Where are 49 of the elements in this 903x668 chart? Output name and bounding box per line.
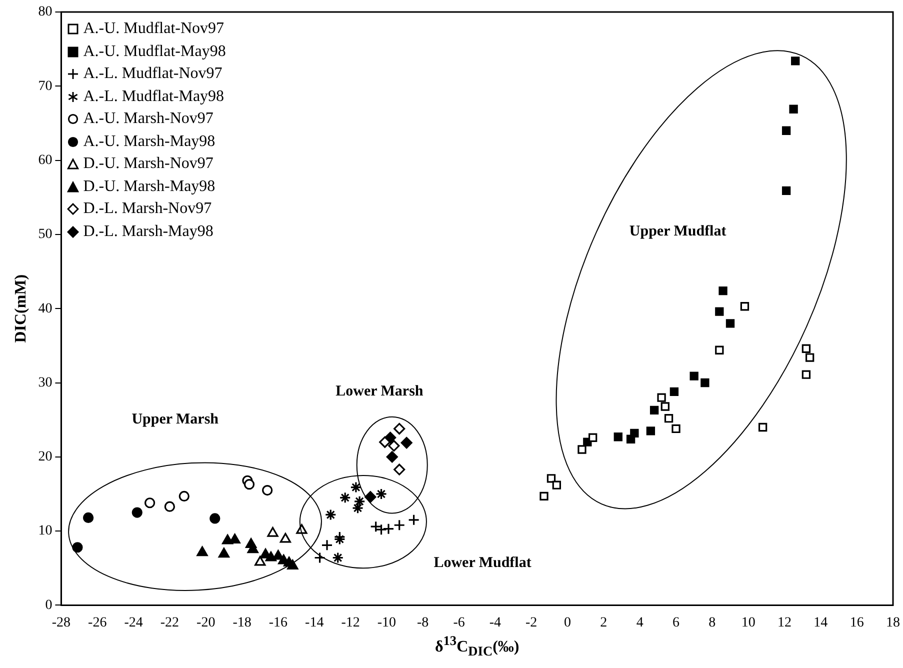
x-tick-label: -10 bbox=[377, 615, 396, 630]
x-tick-label: -18 bbox=[232, 615, 252, 630]
x-tick-label: -24 bbox=[124, 615, 143, 630]
x-tick-label: -28 bbox=[52, 615, 71, 630]
x-tick-label: 6 bbox=[672, 615, 680, 630]
x-tick-label: -20 bbox=[196, 615, 216, 630]
annotation: Lower Mudflat bbox=[434, 554, 532, 571]
y-tick-label: 80 bbox=[38, 4, 52, 20]
x-tick-label: -22 bbox=[160, 615, 180, 630]
legend-label: D.-L. Marsh-May98 bbox=[83, 222, 214, 242]
x-tick-label: -8 bbox=[417, 615, 429, 630]
legend-label: A.-U. Mudflat-May98 bbox=[83, 42, 226, 62]
x-tick-label: 18 bbox=[886, 615, 900, 630]
legend-label: A.-L. Mudflat-Nov97 bbox=[83, 64, 222, 84]
x-tick-label: 10 bbox=[741, 615, 756, 630]
y-tick-label: 0 bbox=[45, 598, 52, 613]
legend-label: D.-U. Marsh-Nov97 bbox=[83, 154, 214, 174]
legend-label: A.-L. Mudflat-May98 bbox=[83, 86, 224, 106]
x-tick-label: 8 bbox=[708, 615, 716, 630]
x-tick-label: -2 bbox=[526, 615, 538, 630]
x-tick-label: 2 bbox=[600, 615, 608, 630]
x-tick-label: -12 bbox=[341, 615, 360, 630]
legend-label: A.-U. Marsh-Nov97 bbox=[83, 109, 214, 129]
y-axis-title: DIC(mM) bbox=[12, 274, 30, 343]
legend-label: A.-U. Marsh-May98 bbox=[83, 132, 216, 152]
x-tick-label: 12 bbox=[778, 615, 792, 630]
y-tick-label: 70 bbox=[38, 78, 52, 94]
x-tick-label: -4 bbox=[489, 615, 502, 630]
x-tick-label: 16 bbox=[850, 615, 864, 630]
x-tick-label: 4 bbox=[636, 615, 644, 630]
x-tick-label: -26 bbox=[88, 615, 107, 630]
y-tick-label: 40 bbox=[38, 301, 52, 316]
y-tick-label: 30 bbox=[38, 375, 52, 390]
y-tick-label: 60 bbox=[38, 152, 52, 168]
x-tick-label: -16 bbox=[268, 615, 288, 630]
x-tick-label: 14 bbox=[814, 615, 828, 630]
x-tick-label: 0 bbox=[564, 615, 572, 630]
x-tick-label: -6 bbox=[453, 615, 465, 630]
y-tick-label: 10 bbox=[38, 524, 52, 539]
annotation: Upper Marsh bbox=[132, 412, 220, 428]
legend-label: D.-L. Marsh-Nov97 bbox=[83, 199, 212, 219]
legend-label: A.-U. Mudflat-Nov97 bbox=[83, 19, 224, 39]
annotation: Lower Marsh bbox=[336, 384, 424, 400]
x-tick-label: -14 bbox=[305, 615, 324, 630]
annotation: Upper Mudflat bbox=[629, 223, 726, 240]
y-tick-label: 50 bbox=[38, 227, 52, 242]
x-axis-title: δ$^{13}$C$_{DIC}$(‰) bbox=[434, 633, 520, 660]
legend-label: D.-U. Marsh-May98 bbox=[83, 176, 216, 196]
y-tick-label: 20 bbox=[38, 450, 52, 465]
